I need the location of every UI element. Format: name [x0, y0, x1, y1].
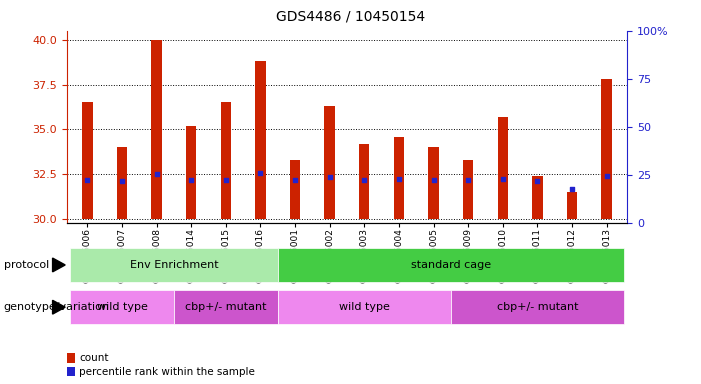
Point: [255, 170, 266, 176]
Point: [601, 173, 612, 179]
Text: percentile rank within the sample: percentile rank within the sample: [79, 367, 255, 377]
Point: [82, 177, 93, 183]
Bar: [325, 106, 335, 219]
Point: [428, 177, 439, 183]
Bar: [394, 137, 404, 219]
Text: GDS4486 / 10450154: GDS4486 / 10450154: [276, 10, 425, 23]
Bar: [82, 103, 93, 219]
Bar: [601, 79, 612, 219]
Point: [497, 176, 508, 182]
Bar: [186, 126, 196, 219]
Point: [151, 171, 162, 177]
Point: [532, 179, 543, 185]
Bar: [532, 176, 543, 219]
Bar: [117, 147, 127, 219]
Bar: [151, 40, 162, 219]
Bar: [428, 147, 439, 219]
Text: wild type: wild type: [97, 302, 147, 312]
Text: cbp+/- mutant: cbp+/- mutant: [496, 302, 578, 312]
Bar: [221, 103, 231, 219]
Text: standard cage: standard cage: [411, 260, 491, 270]
Bar: [498, 117, 508, 219]
Text: wild type: wild type: [339, 302, 390, 312]
Point: [393, 176, 404, 182]
Text: protocol: protocol: [4, 260, 49, 270]
Point: [220, 177, 231, 183]
Point: [116, 179, 128, 185]
Text: Env Enrichment: Env Enrichment: [130, 260, 218, 270]
Text: genotype/variation: genotype/variation: [4, 302, 109, 312]
Bar: [290, 160, 300, 219]
Polygon shape: [53, 300, 65, 314]
Point: [463, 177, 474, 183]
Bar: [567, 192, 577, 219]
Text: count: count: [79, 353, 109, 363]
Bar: [255, 61, 266, 219]
Bar: [463, 160, 473, 219]
Point: [324, 174, 335, 180]
Bar: [359, 144, 369, 219]
Point: [566, 185, 578, 192]
Point: [359, 177, 370, 183]
Text: cbp+/- mutant: cbp+/- mutant: [185, 302, 266, 312]
Polygon shape: [53, 258, 65, 272]
Point: [186, 177, 197, 183]
Point: [290, 177, 301, 183]
